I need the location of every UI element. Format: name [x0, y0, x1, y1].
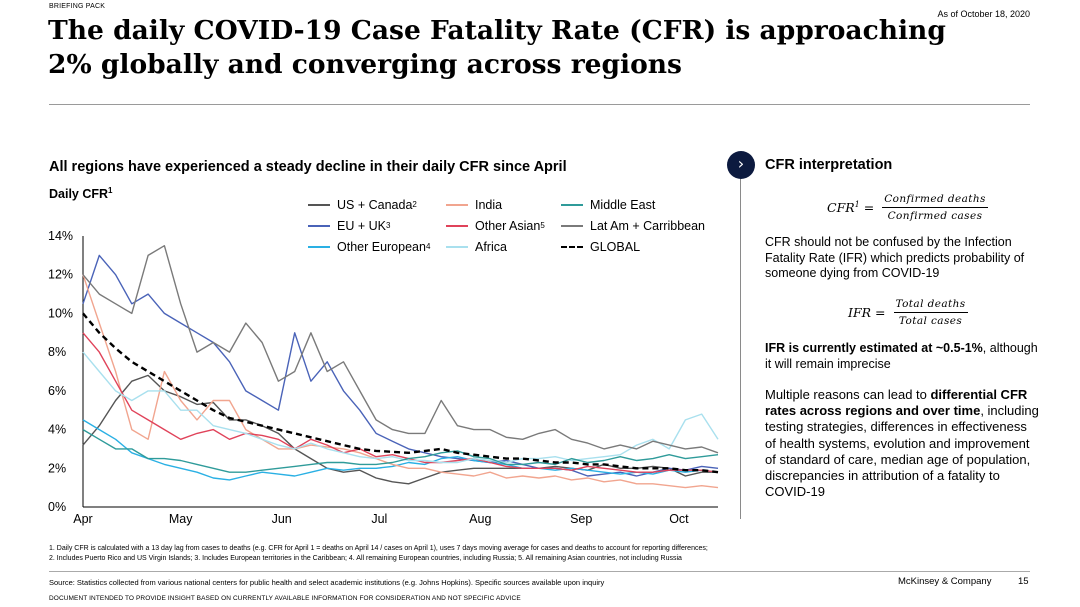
reasons-text: Multiple reasons can lead to differentia…: [765, 387, 1040, 500]
legend-label: EU + UK: [337, 219, 386, 233]
y-tick-label: 4%: [48, 423, 66, 437]
reasons-intro: Multiple reasons can lead to: [765, 387, 931, 402]
reasons-bold: differential CFR rates across regions an…: [765, 387, 1028, 419]
legend-label: Other Asian: [475, 219, 541, 233]
footnote-1: 1. Daily CFR is calculated with a 13 day…: [49, 545, 708, 552]
x-tick-label: Apr: [73, 512, 92, 526]
legend-item-latam: Lat Am + Carribbean: [561, 219, 705, 233]
ifr-equals: =: [875, 305, 886, 320]
series-line-africa: [82, 351, 719, 464]
legend-label: US + Canada: [337, 198, 413, 212]
cfr-vs-ifr-text: CFR should not be confused by the Infect…: [765, 235, 1025, 281]
ifr-symbol: IFR: [848, 305, 872, 320]
cfr-denominator: Confirmed cases: [887, 210, 983, 222]
legend-label: Africa: [475, 240, 507, 254]
ifr-formula: IFR = Total deaths Total cases: [848, 298, 968, 327]
ifr-estimate-bold: IFR is currently estimated at ~0.5-1%: [765, 341, 983, 355]
reasons-detail: , including testing strategies, differen…: [765, 403, 1039, 500]
series-line-other_european: [82, 419, 719, 481]
series-line-eu_uk: [82, 254, 719, 477]
legend-label: Lat Am + Carribbean: [590, 219, 705, 233]
chart-subtitle: All regions have experienced a steady de…: [49, 159, 567, 175]
panel-divider: [740, 178, 741, 519]
legend-item-us_canada: US + Canada 2: [308, 198, 417, 212]
y-axis-title-text: Daily CFR: [49, 187, 109, 201]
legend-item-eu_uk: EU + UK 3: [308, 219, 390, 233]
footnote-2: 2. Includes Puerto Rico and US Virgin Is…: [49, 555, 682, 562]
cfr-fraction: Confirmed deaths Confirmed cases: [882, 193, 988, 222]
legend-swatch: [308, 204, 330, 206]
ifr-estimate-rest: , although it will remain imprecise: [765, 341, 1038, 371]
legend-swatch: [446, 204, 468, 206]
page-number: 15: [1018, 576, 1029, 587]
legend-swatch: [561, 246, 583, 248]
legend-item-global: GLOBAL: [561, 240, 640, 254]
legend-label: Other European: [337, 240, 426, 254]
series-line-middle_east: [82, 428, 719, 473]
y-axis-title-footnote: 1: [108, 185, 113, 195]
ifr-estimate-text: IFR is currently estimated at ~0.5-1%, a…: [765, 341, 1040, 372]
legend-label: India: [475, 198, 503, 212]
legend-item-middle_east: Middle East: [561, 198, 655, 212]
footer-divider: [49, 571, 1030, 572]
legend-swatch: [308, 225, 330, 227]
legend-swatch: [561, 225, 583, 227]
cfr-formula: CFR1 = Confirmed deaths Confirmed cases: [827, 193, 988, 222]
chart-axes: 0% 2% 4% 6% 8% 10% 12% 14% Apr May Jun Jul Aug Sep Oct: [48, 229, 718, 526]
x-tick-label: Jul: [371, 512, 387, 526]
legend-swatch: [308, 246, 330, 248]
x-tick-label: Jun: [272, 512, 292, 526]
x-tick-label: Sep: [570, 512, 592, 526]
kicker-label: BRIEFING PACK: [49, 3, 106, 10]
cfr-footnote: 1: [854, 199, 860, 209]
ifr-formula-lhs: IFR =: [848, 305, 886, 320]
series-line-india: [82, 274, 719, 489]
x-tick-label: May: [169, 512, 193, 526]
source-note: Source: Statistics collected from variou…: [49, 578, 605, 587]
disclaimer: DOCUMENT INTENDED TO PROVIDE INSIGHT BAS…: [49, 595, 521, 602]
chevron-right-icon: ›: [727, 151, 755, 179]
as-of-date: As of October 18, 2020: [937, 9, 1030, 19]
cfr-numerator: Confirmed deaths: [882, 193, 988, 208]
ifr-denominator: Total cases: [898, 315, 963, 327]
cfr-equals: =: [863, 200, 875, 215]
x-tick-label: Aug: [469, 512, 491, 526]
ifr-numerator: Total deaths: [893, 298, 968, 313]
y-tick-label: 2%: [48, 461, 66, 475]
ifr-fraction: Total deaths Total cases: [893, 298, 968, 327]
series-line-us_canada: [82, 374, 718, 485]
cfr-symbol: CFR: [827, 200, 855, 215]
cfr-formula-lhs: CFR1 =: [827, 200, 874, 215]
y-tick-label: 8%: [48, 345, 66, 359]
legend-item-india: India: [446, 198, 502, 212]
company-name: McKinsey & Company: [898, 576, 992, 587]
panel-title: CFR interpretation: [765, 157, 893, 173]
legend-swatch: [446, 246, 468, 248]
y-axis-title: Daily CFR1: [49, 185, 113, 201]
series-line-latam: [82, 244, 719, 454]
legend-swatch: [446, 225, 468, 227]
legend-label: GLOBAL: [590, 240, 641, 254]
chart-series: [82, 244, 719, 489]
legend-label: Middle East: [590, 198, 656, 212]
series-line-other_asian: [82, 332, 719, 473]
page-title: The daily COVID-19 Case Fatality Rate (C…: [48, 15, 946, 80]
y-tick-label: 10%: [48, 306, 73, 320]
y-tick-label: 12%: [48, 268, 73, 282]
legend-item-other_european: Other European 4: [308, 240, 430, 254]
legend-item-africa: Africa: [446, 240, 507, 254]
legend-item-other_asian: Other Asian 5: [446, 219, 545, 233]
series-line-global: [82, 312, 719, 474]
y-tick-label: 14%: [48, 229, 73, 243]
y-tick-label: 0%: [48, 500, 66, 514]
x-tick-label: Oct: [669, 512, 689, 526]
y-tick-label: 6%: [48, 384, 66, 398]
title-divider: [49, 104, 1030, 105]
legend-swatch: [561, 204, 583, 206]
